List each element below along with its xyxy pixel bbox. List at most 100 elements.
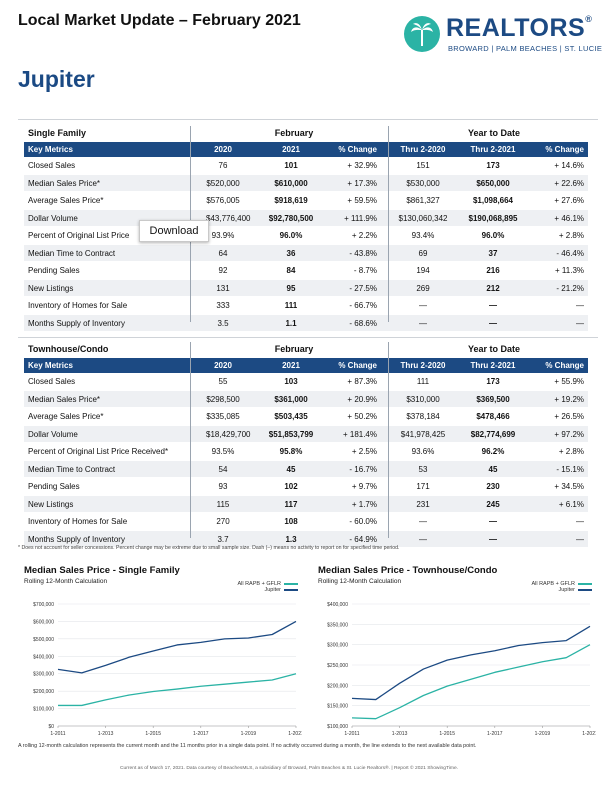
value-2020: 115 (216, 499, 230, 509)
table-row: Dollar Volume $18,429,700 $51,853,799 + 181… (24, 425, 588, 443)
ytd-2020: $130,060,342 (398, 213, 448, 223)
ytd-2021: 216 (486, 266, 500, 275)
ytd-2021: 173 (486, 161, 500, 170)
y-tick-label: $150,000 (327, 704, 348, 710)
metric-name: Dollar Volume (28, 213, 78, 223)
pct-change: - 60.0% (349, 517, 377, 526)
table-row: Closed Sales 76 101 + 32.9% 151 173 + 14.6% (24, 157, 588, 175)
ytd-pct-change: + 26.5% (554, 412, 584, 421)
value-2021: 108 (284, 517, 298, 526)
ytd-2020: 69 (418, 248, 428, 258)
ytd-pct-change: + 19.2% (554, 394, 584, 404)
ytd-pct-change: — (576, 517, 584, 526)
chart-subtitle-townhouse: Rolling 12-Month Calculation (318, 578, 402, 585)
table-row: Median Sales Price* $298,500 $361,000 + 20.… (24, 390, 588, 408)
palm-tree-icon (404, 16, 440, 52)
ytd-2020: $378,184 (406, 412, 440, 421)
y-tick-label: $250,000 (327, 663, 348, 669)
table-row: Closed Sales 55 103 + 87.3% 111 173 + 55.9% (24, 373, 588, 391)
ytd-2020: 151 (416, 161, 430, 170)
value-2021: 45 (286, 464, 296, 474)
line-chart-single-family: $0 $100,000 $200,000 $300,000 $400,000 $500,0… (33, 602, 302, 737)
ytd-2021: 45 (488, 464, 498, 474)
ytd-pct-change: + 55.9% (554, 377, 584, 386)
table-row: Months Supply of Inventory 3.7 1.3 - 64.9% —… (24, 530, 588, 548)
pct-change: + 2.2% (351, 231, 377, 240)
table-row: Percent of Original List Price 93.9% 96.0%… (24, 227, 588, 245)
value-2020: $43,776,400 (206, 213, 251, 223)
value-2020: 54 (218, 464, 228, 474)
value-2020: 55 (218, 377, 228, 386)
header-thru-2021: Thru 2-2021 (470, 361, 516, 370)
metric-name: New Listings (28, 499, 74, 509)
pct-change: + 50.2% (347, 412, 377, 421)
column-separator (190, 342, 191, 538)
y-tick-label: $100,000 (327, 724, 348, 730)
x-tick-label: 1-2017 (487, 731, 503, 737)
metric-name: Median Sales Price* (28, 178, 101, 188)
footnote: * Does not account for seller concession… (18, 545, 400, 551)
download-button[interactable]: Download (139, 220, 209, 242)
y-tick-label: $500,000 (33, 637, 54, 643)
table-row: Median Sales Price* $520,000 $610,000 + 17.… (24, 174, 588, 192)
metric-name: Closed Sales (28, 377, 76, 386)
value-2021: $92,780,500 (268, 213, 314, 223)
pct-change: - 8.7% (353, 266, 377, 275)
x-tick-label: 1-2011 (50, 731, 65, 737)
chart-legend-single-family: All RAPB + GFLR Jupiter (200, 581, 298, 593)
value-2020: 270 (216, 517, 230, 526)
metric-name: Inventory of Homes for Sale (28, 517, 128, 526)
header-thru-2021: Thru 2-2021 (470, 145, 516, 154)
ytd-2020: $861,327 (406, 196, 440, 205)
ytd-2021: — (489, 517, 497, 526)
value-2020: $520,000 (206, 178, 240, 188)
legend-swatch (578, 582, 592, 585)
ytd-2020: $530,000 (406, 178, 440, 188)
y-tick-label: $300,000 (33, 672, 54, 678)
x-tick-label: 1-2015 (145, 731, 161, 737)
legend-item: Jupiter (200, 587, 298, 593)
header-ytd-pct-change: % Change (545, 145, 584, 154)
ytd-2020: 111 (416, 377, 430, 386)
metric-name: Pending Sales (28, 482, 80, 491)
metric-name: Percent of Original List Price (28, 231, 130, 240)
table-row: Inventory of Homes for Sale 270 108 - 60.0%… (24, 513, 588, 531)
ytd-2021: $82,774,699 (470, 429, 516, 439)
legend-swatch (284, 588, 298, 591)
table-row: Average Sales Price* $576,005 $918,619 + 59… (24, 192, 588, 210)
chart-title-single-family: Median Sales Price - Single Family (24, 565, 180, 576)
value-2020: 3.7 (217, 534, 229, 544)
logo-wordmark: REALTORS® (446, 14, 593, 42)
header-thru-2020: Thru 2-2020 (400, 145, 446, 154)
y-tick-label: $600,000 (33, 619, 54, 625)
logo-subtitle: BROWARD | PALM BEACHES | ST. LUCIE (448, 44, 603, 53)
table-row: New Listings 131 95 - 27.5% 269 212 - 21.2% (24, 279, 588, 297)
metric-name: Dollar Volume (28, 429, 78, 439)
pct-change: + 87.3% (347, 377, 377, 386)
ytd-2020: 171 (416, 482, 430, 491)
chart-subtitle-single-family: Rolling 12-Month Calculation (24, 578, 108, 585)
pct-change: + 9.7% (351, 482, 377, 491)
ytd-pct-change: - 21.2% (556, 283, 584, 293)
pct-change: + 1.7% (351, 499, 377, 509)
pct-change: + 20.9% (347, 394, 377, 404)
ytd-pct-change: + 14.6% (554, 161, 584, 170)
header-ytd-pct-change: % Change (545, 361, 584, 370)
mid-divider (18, 337, 598, 338)
legend-item: Jupiter (494, 587, 592, 593)
value-2021: $503,435 (274, 412, 308, 421)
value-2020: 93 (218, 482, 228, 491)
value-2021: 36 (286, 248, 296, 258)
ytd-pct-change: + 2.8% (558, 231, 584, 240)
ytd-pct-change: - 46.4% (556, 248, 584, 258)
ytd-pct-change: — (576, 301, 584, 310)
y-tick-label: $200,000 (327, 683, 348, 689)
single-family-table: Single Family February Year to Date Key … (24, 126, 588, 332)
ytd-pct-change: + 22.6% (554, 178, 584, 188)
ytd-2020: 194 (416, 266, 430, 275)
value-2021: 103 (284, 377, 298, 386)
legend-item: All RAPB + GFLR (200, 581, 298, 587)
pct-change: - 68.6% (349, 318, 377, 328)
ytd-2021: 230 (486, 482, 500, 491)
chart-title-townhouse: Median Sales Price - Townhouse/Condo (318, 565, 498, 576)
